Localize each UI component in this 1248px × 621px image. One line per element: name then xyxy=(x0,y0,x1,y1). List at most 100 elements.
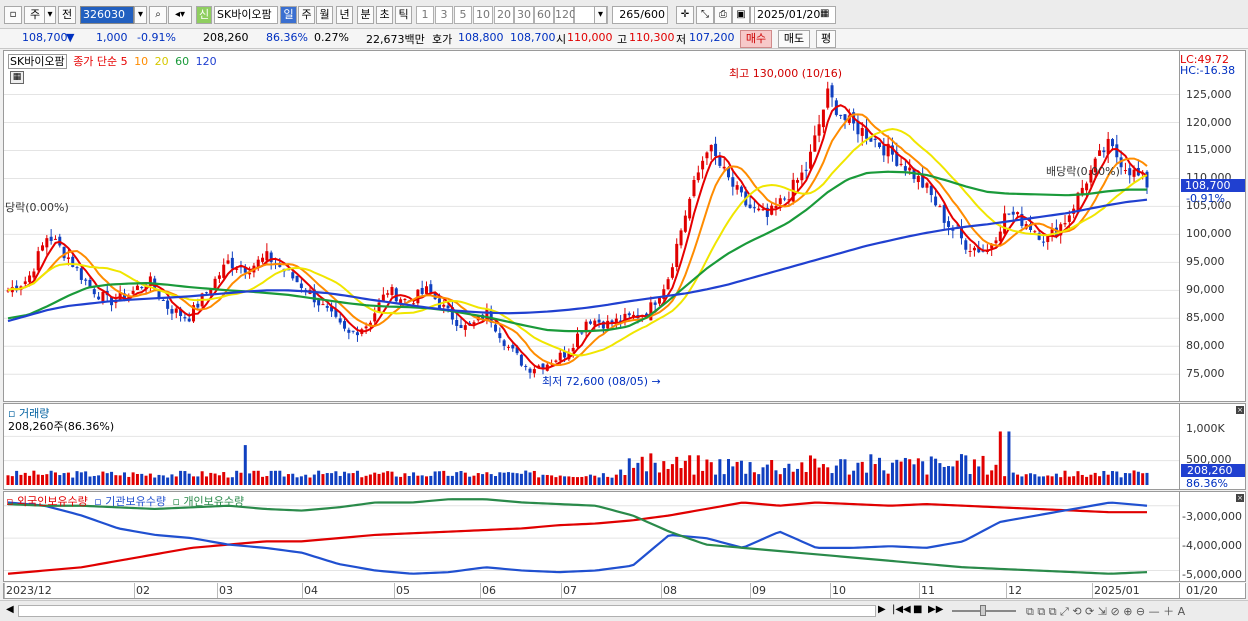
volume-bar xyxy=(140,473,144,485)
candle-body xyxy=(601,321,605,329)
speaker-icon[interactable]: ◂▾ xyxy=(168,6,192,24)
first-page-icon[interactable]: |◀◀ xyxy=(892,604,911,615)
candle-body xyxy=(524,366,528,368)
volume-bar xyxy=(131,472,135,485)
volume-bar xyxy=(912,464,916,485)
chevron-down-icon[interactable]: ▾ xyxy=(44,6,56,24)
stop-icon[interactable]: ■ xyxy=(913,604,923,615)
scroll-right-icon[interactable]: ▶ xyxy=(878,604,886,615)
volume-bar xyxy=(226,477,230,485)
market-select[interactable]: 전 xyxy=(58,6,76,24)
volume-bar xyxy=(351,473,355,485)
period-minute[interactable]: 분 xyxy=(357,6,374,24)
holding-line-1 xyxy=(7,501,1148,575)
candle-body xyxy=(424,286,428,294)
search-icon[interactable]: ⌕ xyxy=(149,6,167,24)
volume-bar xyxy=(1123,472,1127,485)
open-label: 시 xyxy=(556,33,567,46)
holding-tick-4m: -4,000,000 xyxy=(1182,539,1242,552)
date-input[interactable]: 2025/01/20 xyxy=(754,6,836,24)
candle-body xyxy=(364,326,368,329)
buy-button[interactable]: 매수 xyxy=(740,30,772,48)
chevron-down-icon[interactable]: ▾ xyxy=(134,6,147,24)
candle-body xyxy=(131,290,135,294)
print-icon[interactable]: ⎙ xyxy=(714,6,732,24)
volume-bar xyxy=(23,472,27,485)
volume-bar xyxy=(6,475,10,485)
candle-body xyxy=(32,271,36,278)
candle-body xyxy=(679,230,683,246)
range-3[interactable]: 3 xyxy=(435,6,453,24)
volume-bar xyxy=(235,470,239,485)
period-second[interactable]: 초 xyxy=(376,6,393,24)
candle-body xyxy=(334,309,338,317)
range-30[interactable]: 30 xyxy=(514,6,534,24)
volume-bar xyxy=(1024,474,1028,485)
volume-bar xyxy=(683,460,687,485)
change-arrow: ▼ xyxy=(66,31,75,44)
candle-body xyxy=(256,259,260,268)
range-20[interactable]: 20 xyxy=(494,6,514,24)
volume-bar xyxy=(692,474,696,485)
range-120[interactable]: 120 xyxy=(554,6,576,24)
volume-panel[interactable]: ▫ 거래량 208,260주(86.36%) xyxy=(3,403,1180,490)
candle-body xyxy=(683,215,687,232)
volume-bar xyxy=(718,459,722,485)
period-tick[interactable]: 틱 xyxy=(395,6,412,24)
range-10[interactable]: 10 xyxy=(473,6,493,24)
candle-body xyxy=(45,238,49,248)
date-tick xyxy=(830,583,831,598)
candle-body xyxy=(563,351,567,358)
volume-bar xyxy=(519,473,523,485)
zoom-slider-thumb[interactable] xyxy=(980,605,986,616)
volume-bar xyxy=(1085,476,1089,485)
candle-body xyxy=(727,167,731,178)
chevron-down-icon[interactable]: ▾ xyxy=(594,6,607,24)
volume-bar xyxy=(899,461,903,485)
volume-bar xyxy=(1072,476,1076,485)
new-badge: 신 xyxy=(196,6,212,24)
range-60[interactable]: 60 xyxy=(534,6,554,24)
scroll-left-icon[interactable]: ◀ xyxy=(6,604,14,615)
candle-body xyxy=(49,236,53,241)
tool-icons[interactable]: ⧉ ⧉ ⧉ ⤢ ⟲ ⟳ ⇲ ⊘ ⊕ ⊖ — ＋ A xyxy=(1026,605,1186,618)
grid-toggle-icon[interactable]: ▦ xyxy=(10,71,24,84)
close-icon[interactable]: × xyxy=(1236,494,1244,502)
price-chart-panel[interactable]: SK바이오팜 종가 단순 5 10 20 60 120 ▦ 최고 130,000… xyxy=(3,50,1180,402)
range-1[interactable]: 1 xyxy=(416,6,434,24)
candle-body xyxy=(688,198,692,219)
candle-body xyxy=(1067,215,1071,222)
crosshair-icon[interactable]: ✛ xyxy=(676,6,694,24)
candle-body xyxy=(606,320,610,329)
volume-bar xyxy=(813,458,817,485)
sell-button[interactable]: 매도 xyxy=(778,30,810,48)
eval-button[interactable]: 평 xyxy=(816,30,836,48)
close-icon[interactable]: × xyxy=(1236,406,1244,414)
period-day[interactable]: 일 xyxy=(280,6,297,24)
zoom-icon[interactable]: ⤡ xyxy=(696,6,714,24)
next-page-icon[interactable]: ▶▶ xyxy=(928,604,944,615)
volume-bar xyxy=(127,476,131,485)
candle-body xyxy=(66,257,70,259)
candle-body xyxy=(796,180,800,183)
stock-code-input[interactable]: 326030 xyxy=(80,6,134,24)
range-5[interactable]: 5 xyxy=(454,6,472,24)
type-select[interactable]: 주 xyxy=(24,6,46,24)
count-input[interactable]: 265/600 xyxy=(612,6,668,24)
candle-body xyxy=(412,303,416,305)
period-week[interactable]: 주 xyxy=(298,6,315,24)
period-year[interactable]: 년 xyxy=(336,6,353,24)
volume-bar xyxy=(330,473,334,485)
candle-body xyxy=(873,138,877,140)
date-tick xyxy=(750,583,751,598)
candle-body xyxy=(1037,232,1041,240)
candle-body xyxy=(1102,150,1106,153)
calendar-icon[interactable]: ▦ xyxy=(820,8,830,19)
period-month[interactable]: 월 xyxy=(316,6,333,24)
volume-bar xyxy=(666,468,670,485)
holding-panel[interactable]: ▫ 외국인보유수량 ▫ 기관보유수량 ▫ 개인보유수량 xyxy=(3,491,1180,582)
volume-title: ▫ 거래량 xyxy=(8,407,50,420)
save-icon[interactable]: ▣ xyxy=(732,6,750,24)
window-menu-icon[interactable]: ▫ xyxy=(4,6,22,24)
scroll-track[interactable] xyxy=(18,605,876,617)
